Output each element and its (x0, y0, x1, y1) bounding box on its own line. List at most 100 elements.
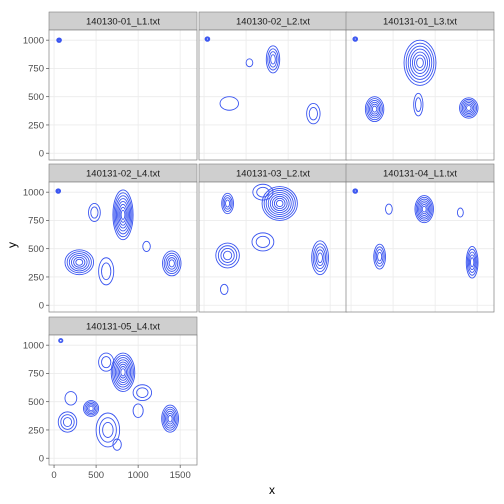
density-contours (352, 36, 479, 123)
contour-line (385, 203, 393, 215)
y-tick-label: 500 (28, 92, 44, 103)
contour-line (369, 101, 381, 117)
gridlines (346, 30, 494, 160)
contour-line (95, 412, 121, 448)
contour-line (317, 252, 323, 264)
contour-line (251, 232, 275, 252)
contour-line (56, 37, 62, 43)
contour-line (219, 283, 229, 295)
facet-panel: 140131-02_L4.txt 0 250 500 750 1000 (23, 163, 198, 313)
contour-line (311, 240, 329, 276)
facet-panel: 140131-04_L1.txt (345, 163, 495, 313)
contour-line (98, 417, 117, 443)
x-tick-label: 0 (51, 470, 56, 481)
panel-background (199, 30, 347, 160)
x-tick-label: 1500 (170, 470, 191, 481)
density-contours (352, 188, 479, 279)
contour-line (353, 189, 357, 193)
facet-panel: 140130-02_L2.txt (198, 11, 348, 161)
contour-line (306, 103, 321, 125)
contour-line (110, 352, 136, 392)
y-tick-label: 1000 (23, 35, 44, 46)
contour-line (352, 36, 359, 42)
contour-line (162, 250, 182, 277)
contour-line (161, 404, 179, 433)
x-tick-label: 1000 (128, 470, 149, 481)
contour-line (132, 403, 144, 418)
facet-panel: 140131-03_L2.txt (198, 163, 348, 313)
contour-line (256, 186, 270, 198)
contour-line (420, 204, 428, 215)
facet-strip-label: 140130-01_L1.txt (86, 17, 160, 28)
contour-line (405, 42, 435, 83)
contour-line (83, 400, 100, 417)
contour-line (366, 98, 383, 121)
contour-line (223, 250, 233, 261)
panel-border (48, 181, 198, 313)
contour-line (118, 366, 128, 379)
x-axis-title: x (269, 483, 275, 497)
gridlines (49, 30, 197, 160)
panel-background (49, 30, 197, 160)
contour-line (375, 249, 384, 265)
contour-line (377, 251, 383, 262)
density-contours (56, 37, 62, 43)
contour-line (373, 243, 386, 270)
panel-border (345, 29, 495, 161)
contour-line (374, 246, 385, 267)
gridlines (346, 182, 494, 312)
contour-line (370, 103, 379, 115)
facet-strip-label: 140131-03_L2.txt (236, 169, 310, 180)
contour-line (113, 357, 133, 388)
contour-line (409, 48, 431, 77)
contour-line (470, 257, 475, 268)
contour-line (265, 190, 294, 217)
facet-strip-label: 140131-05_L4.txt (86, 322, 160, 333)
contour-line (167, 414, 173, 423)
contour-line (166, 412, 174, 425)
contour-line (371, 105, 378, 113)
contour-line (421, 205, 427, 213)
contour-line (215, 242, 240, 269)
facet-strip-label: 140131-01_L3.txt (383, 17, 457, 28)
contour-line (353, 37, 357, 41)
y-tick-label: 750 (28, 216, 44, 227)
contour-line (267, 191, 292, 215)
contour-line (98, 352, 115, 372)
contour-line (461, 100, 476, 116)
contour-line (84, 401, 98, 416)
contour-line (115, 198, 131, 232)
contour-line (64, 249, 95, 276)
contour-line (58, 338, 64, 344)
contour-line (90, 206, 99, 219)
contour-line (315, 249, 325, 267)
contour-line (466, 248, 478, 276)
contour-line (117, 363, 129, 381)
contour-line (271, 195, 288, 212)
contour-line (167, 257, 177, 270)
contour-line (407, 45, 433, 80)
contour-line (268, 51, 278, 68)
contour-line (456, 207, 464, 218)
y-tick-label: 750 (28, 64, 44, 75)
facet-panel: 140131-05_L4.txt 0 250 500 750 1000 (23, 316, 198, 466)
gridlines (199, 30, 347, 160)
panel-background (49, 335, 197, 465)
contour-line (275, 199, 284, 208)
panel-background (49, 182, 197, 312)
contour-line (98, 257, 115, 286)
contour-line (415, 97, 422, 113)
contour-line (55, 188, 62, 194)
contour-line (221, 192, 234, 215)
contour-line (56, 37, 62, 43)
contour-line (265, 45, 281, 74)
contour-line (57, 38, 61, 42)
facet-strip-label: 140131-04_L1.txt (383, 169, 457, 180)
contour-line (273, 197, 286, 210)
contour-line (269, 193, 290, 213)
contour-line (119, 206, 127, 223)
facet-strip-label: 140130-02_L2.txt (236, 17, 310, 28)
y-tick-label: 250 (28, 120, 44, 131)
x-axis: 0 500 1000 1500 (51, 465, 191, 481)
contour-line (352, 188, 359, 194)
